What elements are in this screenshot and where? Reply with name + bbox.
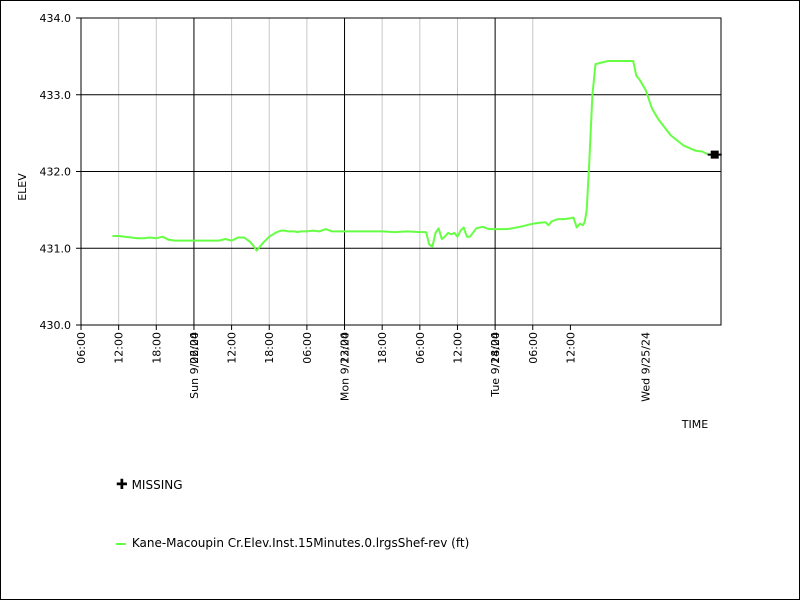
x-axis-label: TIME: [681, 418, 708, 431]
x-tick-label: 06:00: [301, 332, 314, 364]
series-layer: [112, 60, 715, 252]
missing-marker: [710, 150, 719, 159]
x-tick-label: 18:00: [263, 332, 276, 364]
series-line: [112, 60, 715, 252]
x-tick-label: 18:00: [150, 332, 163, 364]
missing-marker-layer: [707, 150, 722, 159]
y-tick-labels: 430.0 431.0 432.0 433.0 434.0: [40, 12, 81, 332]
y-tick-label: 431.0: [40, 242, 72, 255]
x-tick-label: 18:00: [489, 332, 502, 364]
x-tick-label: 06:00: [527, 332, 540, 364]
x-tick-label: 12:00: [226, 332, 239, 364]
day-label: Mon 9/23/24: [339, 332, 352, 401]
y-axis-label: ELEV: [16, 173, 29, 201]
x-tick-label: 06:00: [188, 332, 201, 364]
day-label: Sun 9/22/24: [188, 332, 201, 399]
y-tick-label: 433.0: [40, 89, 72, 102]
y-tick-label: 432.0: [40, 166, 72, 179]
day-label: Wed 9/25/24: [640, 332, 653, 402]
plus-icon: ✚: [116, 477, 128, 493]
legend-missing: ✚ MISSING: [116, 477, 183, 493]
y-tick-label: 430.0: [40, 319, 72, 332]
grid: [81, 17, 721, 326]
x-tick-labels: 06:00 12:00 18:00 06:00 12:00 18:00 06:00 12:00…: [75, 325, 577, 364]
day-label: Tue 9/24/24: [489, 332, 502, 398]
x-tick-label: 12:00: [339, 332, 352, 364]
day-labels: Sun 9/22/24 Mon 9/23/24 Tue 9/24/24 Wed 9/2…: [188, 332, 653, 402]
x-tick-label: 12:00: [113, 332, 126, 364]
line-swatch-icon: [116, 542, 126, 545]
legend-series-label: Kane-Macoupin Cr.Elev.Inst.15Minutes.0.l…: [131, 536, 470, 550]
x-tick-label: 12:00: [564, 332, 577, 364]
y-tick-label: 434.0: [40, 12, 72, 25]
x-tick-label: 06:00: [414, 332, 427, 364]
x-tick-label: 12:00: [451, 332, 464, 364]
legend-series: Kane-Macoupin Cr.Elev.Inst.15Minutes.0.l…: [116, 536, 469, 550]
x-tick-label: 18:00: [376, 332, 389, 364]
legend-missing-label: MISSING: [131, 478, 183, 492]
x-tick-label: 06:00: [75, 332, 88, 364]
